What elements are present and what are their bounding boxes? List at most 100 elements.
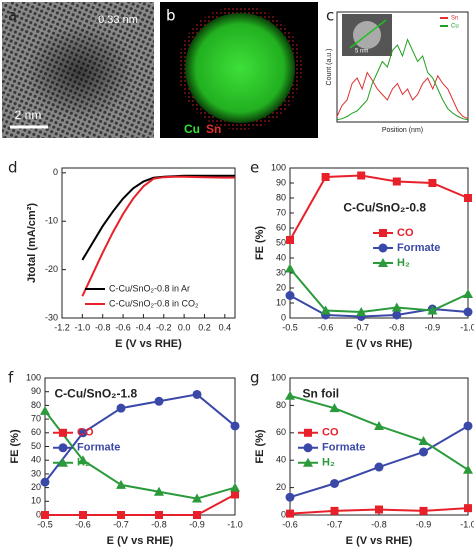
x-axis-label: E (V vs RHE) [115,338,182,350]
marker [418,436,429,446]
x-tick-label: 0.0 [178,322,191,332]
marker [230,421,240,431]
marker [330,506,339,515]
marker [116,479,126,489]
y-tick-label: -30 [45,312,58,322]
marker [155,511,163,519]
x-tick-label: -0.6 [75,519,91,529]
marker [40,477,50,487]
marker [392,177,401,186]
marker [463,307,473,317]
marker [58,443,68,453]
x-axis-label: Position (nm) [382,127,423,134]
marker [378,243,388,253]
y-tick-label: 30 [276,267,286,277]
legend-label: C-Cu/SnO₂-0.8 in Ar [109,283,190,293]
series-line [289,294,469,318]
y-tick-label: 0 [281,509,286,519]
x-tick-label: -0.8 [389,322,405,332]
x-tick-label: -0.6 [318,322,334,332]
y-tick-label: 20 [31,482,41,492]
y-tick-label: 80 [276,192,286,202]
y-axis-label: FE (%) [254,226,266,261]
marker [58,457,68,467]
x-tick-label: 0.2 [198,322,211,332]
marker [285,390,295,400]
marker [78,428,88,438]
x-tick-label: -0.7 [353,322,369,332]
line-scan-inset: 5 nm [342,14,392,56]
marker [59,428,67,437]
plot-frame [336,11,469,123]
marker [392,310,402,320]
y-tick-label: 0 [53,167,58,177]
marker [427,305,438,315]
chart: -0.6 -0.7 -0.8 -0.9 -1.0 0 20 40 60 80 100 E (V vs … [254,372,474,547]
marker [154,486,164,496]
series-line [44,410,236,500]
marker [428,179,437,187]
x-tick-label: -1.0 [460,519,474,529]
marker [391,302,402,312]
sn-label: Sn [206,122,221,136]
marker [230,482,240,492]
y-tick-label: 10 [276,297,286,307]
x-tick-label: -0.5 [37,519,53,529]
chart: -0.5 -0.6 -0.7 -0.8 -0.9 -1.0 0 10 20 30 40 50 60 70 8… [9,372,243,547]
marker [193,511,201,519]
panel-letter: g [250,369,260,387]
legend-label: H₂ [322,457,335,469]
legend-label: Sn [451,16,458,22]
series-line [289,267,469,314]
x-tick-label: -0.8 [95,322,111,332]
marker [330,478,339,488]
y-tick-label: 60 [276,427,286,437]
legend-label: Formate [397,242,440,254]
marker [231,490,239,499]
marker [286,236,294,244]
x-axis-label: E (V vs RHE) [107,535,174,547]
marker [463,289,473,298]
y-axis-label: Jtotal (mA/cm²) [26,203,38,283]
y-tick-label: 40 [276,455,286,465]
marker [378,258,388,267]
chart: Position (nm) Count (a.u.) Sn Cu [326,11,469,134]
series-line [81,175,235,297]
x-tick-label: -1.0 [75,322,91,332]
panel-letter: e [250,159,259,177]
marker [285,492,295,502]
legend-label: H₂ [77,457,90,469]
x-tick-label: -0.8 [151,519,167,529]
plot-frame [61,167,236,319]
panel-letter: b [166,7,176,25]
x-tick-label: -0.8 [371,519,387,529]
y-axis-label: Count (a.u.) [326,49,333,86]
y-tick-label: 30 [31,468,41,478]
y-tick-label: 100 [271,372,286,382]
x-tick-label: -1.0 [227,519,243,529]
y-tick-label: 90 [276,177,286,187]
series-line [45,493,236,516]
y-tick-label: 10 [31,496,41,506]
legend-label: CO [397,227,414,239]
legend-label: Formate [77,442,120,454]
marker [379,229,387,237]
chart-title: Sn foil [302,387,339,401]
marker [154,396,164,406]
y-axis-label: FE (%) [254,429,266,464]
x-tick-label: -0.6 [282,519,298,529]
marker [357,171,366,180]
panel-letter: a [8,7,17,25]
y-tick-label: 60 [276,222,286,232]
eds-map: Cu Sn [160,2,318,138]
cu-label: Cu [184,122,200,136]
y-tick-label: 40 [276,252,286,262]
marker [78,455,88,465]
marker [464,504,472,513]
marker [321,173,330,181]
plot-frame [289,167,469,319]
marker [375,505,383,514]
y-tick-label: 20 [276,482,286,492]
marker [419,447,428,457]
